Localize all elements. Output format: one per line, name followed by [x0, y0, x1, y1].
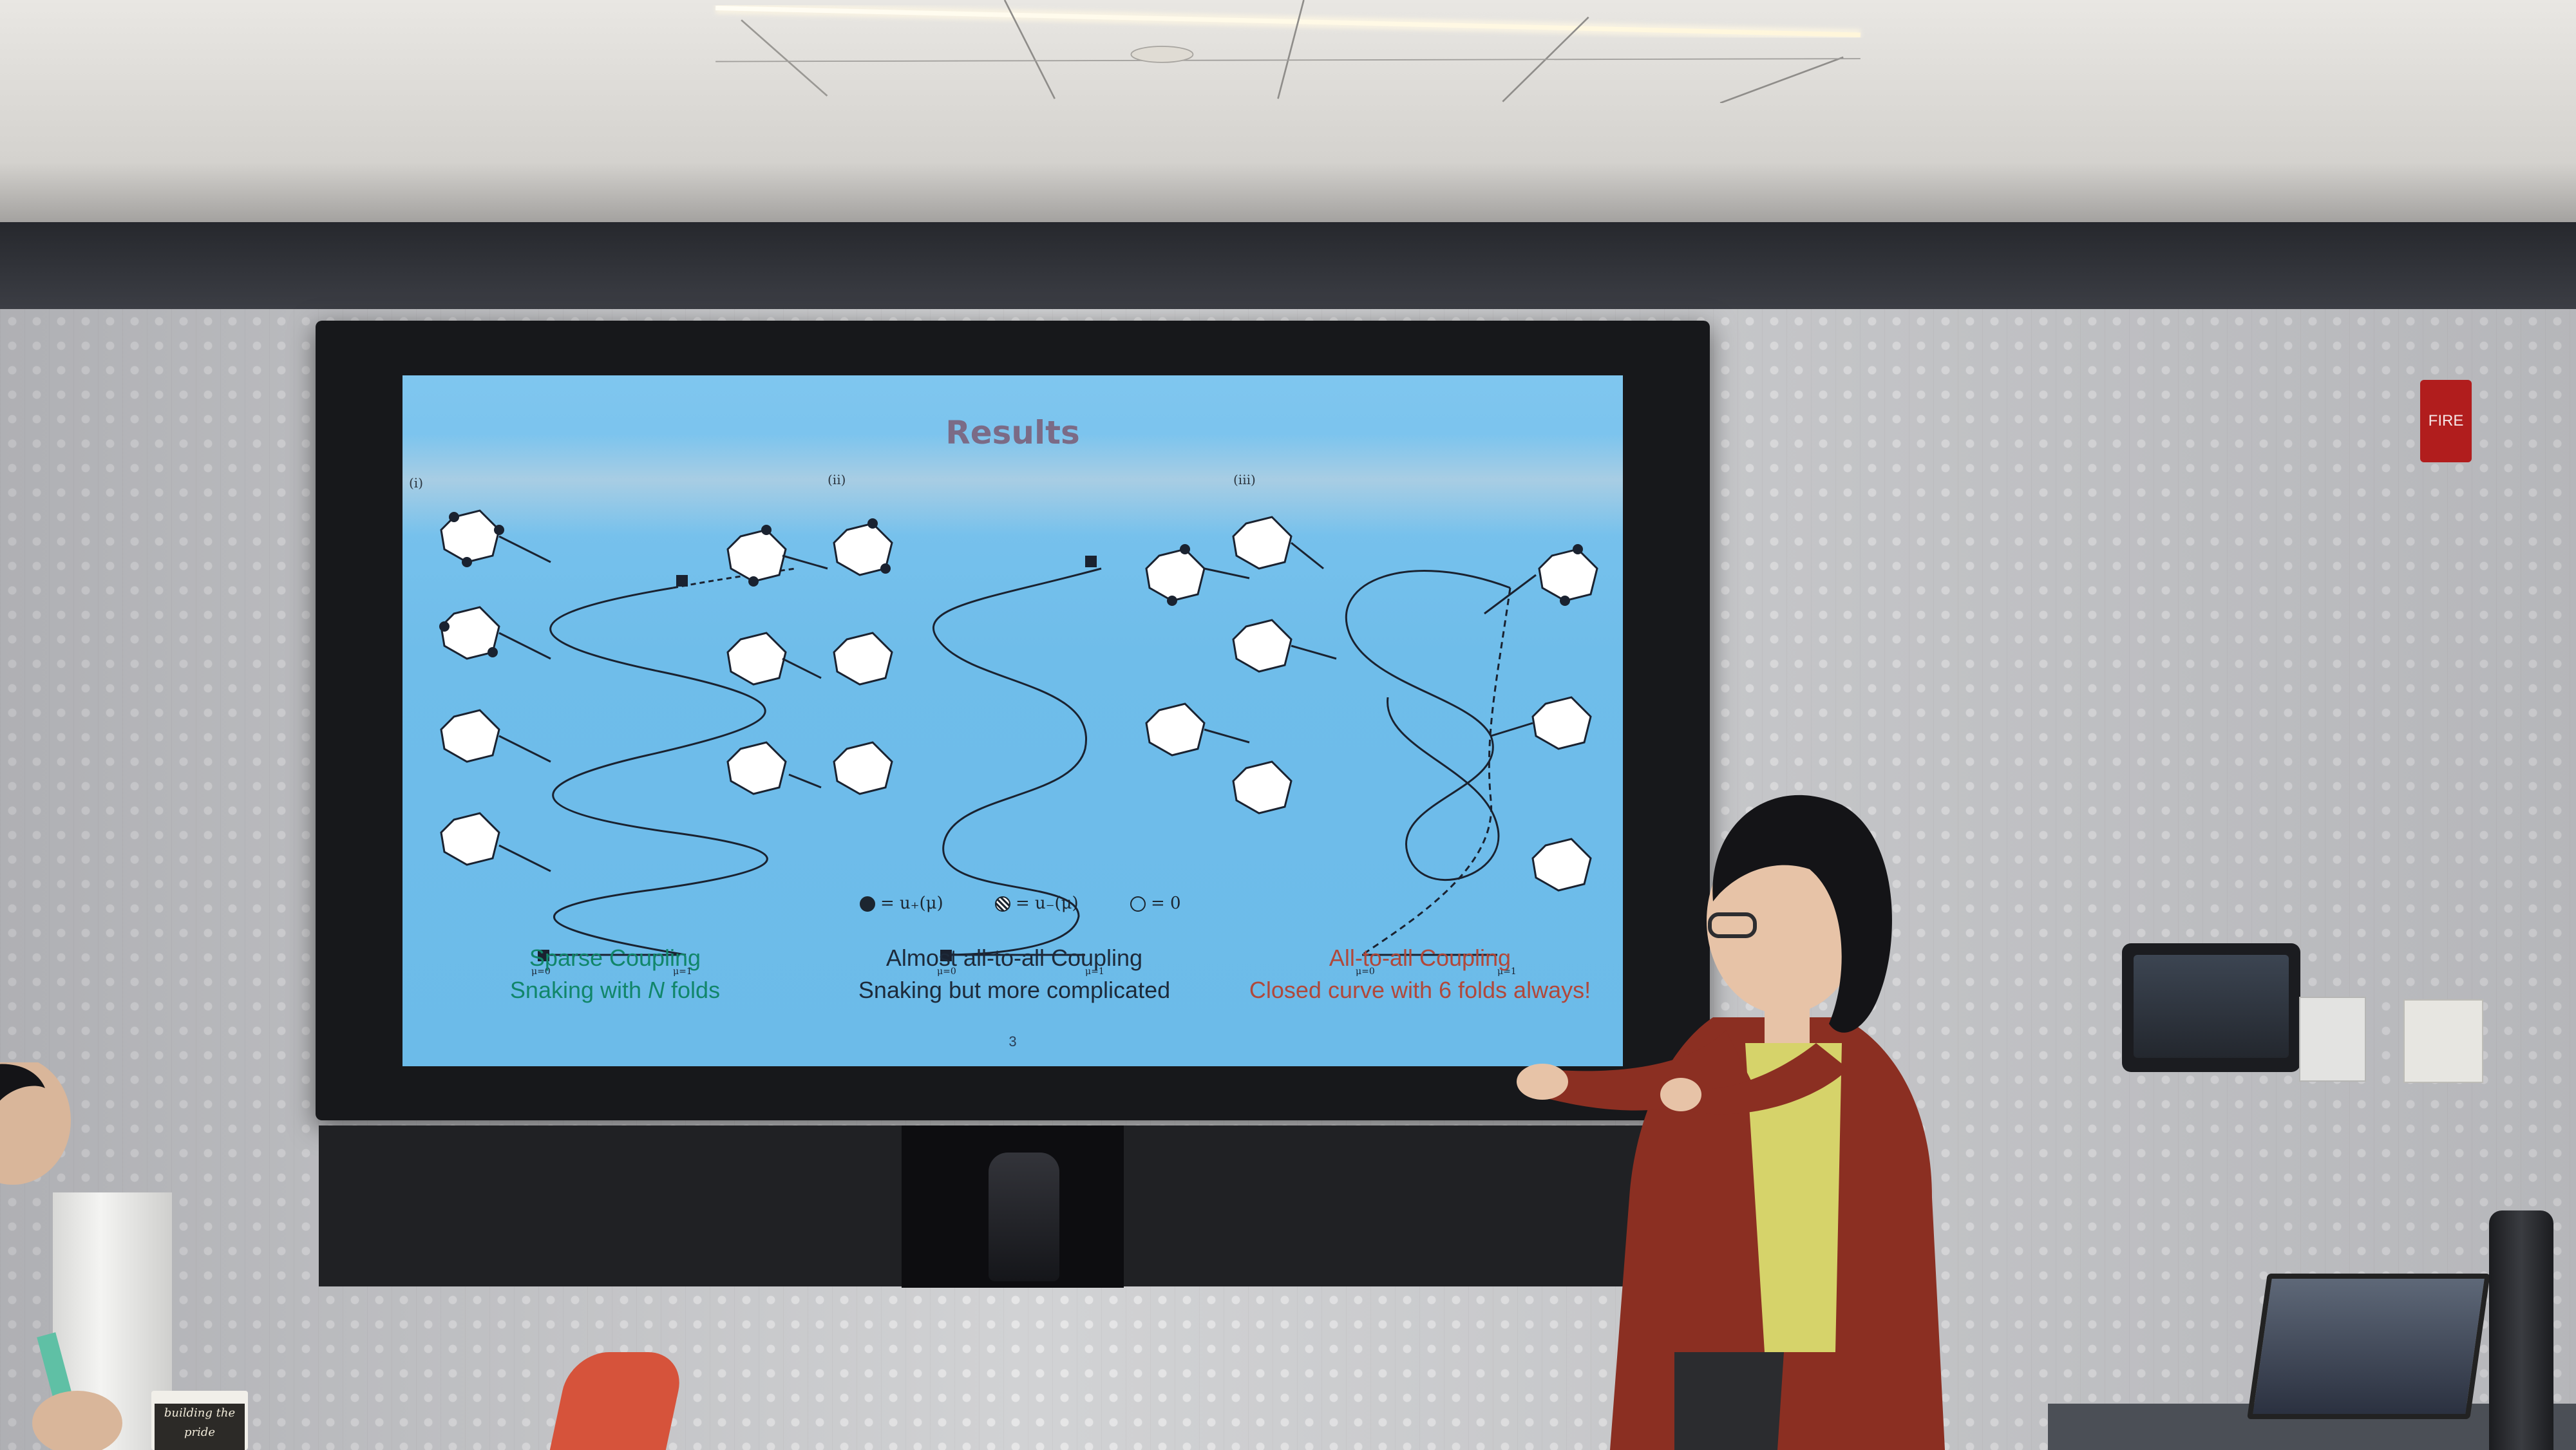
- legend-hatched: = u₋(μ): [995, 894, 1079, 913]
- svg-text:μ=1: μ=1: [1085, 966, 1104, 977]
- panel-label-iii: (iii): [1233, 472, 1256, 487]
- legend-filled: = u₊(μ): [860, 894, 943, 913]
- caption-almost-all: Almost all-to-all Coupling Snaking but m…: [858, 945, 1171, 1003]
- svg-text:μ=0: μ=0: [1356, 966, 1375, 977]
- legend-empty: = 0: [1130, 894, 1181, 913]
- empty-dot-icon: [1130, 896, 1146, 912]
- coffee-cup-sleeve: building the pride: [155, 1404, 245, 1450]
- bifurcation-diagrams: μ=0 μ=1 μ=0 μ=1 μ=0 μ=1: [439, 509, 1598, 977]
- legend: = u₊(μ) = u₋(μ) = 0: [860, 894, 1220, 926]
- room-control-panel: [2122, 943, 2300, 1072]
- presenter: [1517, 795, 1945, 1450]
- audience-member: [0, 1062, 122, 1450]
- svg-text:μ=1: μ=1: [1497, 966, 1517, 977]
- caption-all-to-all: All-to-all Coupling Closed curve with 6 …: [1249, 945, 1591, 1003]
- hatched-dot-icon: [995, 896, 1010, 912]
- endpoint-square: [676, 575, 688, 587]
- panel-label-i: (i): [409, 475, 424, 491]
- ceiling-light-strip: [715, 0, 1861, 103]
- fire-alarm: FIRE: [2420, 380, 2472, 462]
- ceiling-soffit: [0, 222, 2576, 319]
- panel-label-ii: (ii): [828, 472, 846, 487]
- water-bottle: [2489, 1210, 2553, 1450]
- svg-text:μ=0: μ=0: [937, 966, 956, 977]
- conference-camera: [989, 1153, 1059, 1281]
- thermostat: [2299, 997, 2366, 1082]
- filled-dot-icon: [860, 896, 875, 912]
- axis-left-i: μ=0: [531, 966, 551, 977]
- ceiling: [0, 0, 2576, 232]
- slide-page-number: 3: [1009, 1033, 1017, 1050]
- slide-title: Results: [945, 414, 1080, 451]
- light-switch: [2403, 999, 2483, 1083]
- caption-sparse: Sparse Coupling Snaking with N folds: [509, 945, 721, 1003]
- presentation-slide: Results (i) (ii) (iii): [402, 375, 1623, 1066]
- laptop: [2247, 1274, 2490, 1419]
- axis-right-i: μ=1: [673, 966, 692, 977]
